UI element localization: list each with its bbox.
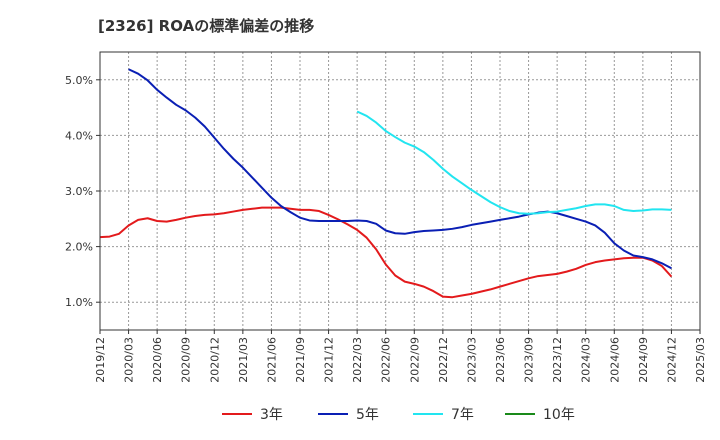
x-tick-label: 2022/09 [408,337,421,383]
legend-label-3: 10年 [543,407,575,423]
y-axis-ticks: 1.0% 2.0% 3.0% 4.0% 5.0% [65,74,100,309]
legend-label-2: 7年 [451,407,474,423]
x-tick-label: 2025/03 [694,337,707,383]
x-tick-label: 2021/06 [265,337,278,383]
legend: 3年 5年 7年 10年 [222,407,575,423]
x-axis-ticks: 2019/12 2020/03 2020/06 2020/09 2020/12 2021/… [94,330,707,383]
series-line-0 [99,206,673,299]
x-tick-label: 2022/03 [351,337,364,383]
x-tick-label: 2024/03 [580,337,593,383]
x-tick-label: 2020/06 [151,337,164,383]
y-tick-label: 5.0% [65,74,93,87]
x-tick-label: 2020/09 [180,337,193,383]
y-tick-label: 2.0% [65,241,93,254]
x-tick-label: 2020/03 [123,337,136,383]
x-tick-label: 2024/06 [608,337,621,383]
legend-label-1: 5年 [356,407,379,423]
x-tick-label: 2020/12 [208,337,221,383]
x-tick-label: 2022/12 [437,337,450,383]
legend-label-0: 3年 [260,407,283,423]
x-tick-label: 2022/06 [380,337,393,383]
x-tick-label: 2019/12 [94,337,107,383]
x-tick-label: 2023/12 [551,337,564,383]
y-tick-label: 1.0% [65,296,93,309]
x-tick-label: 2024/09 [637,337,650,383]
series-line-1 [128,68,672,270]
x-tick-label: 2024/12 [665,337,678,383]
x-tick-label: 2021/03 [237,337,250,383]
y-tick-label: 3.0% [65,185,93,198]
series-layer [99,68,673,299]
x-tick-label: 2023/03 [465,337,478,383]
x-tick-label: 2021/12 [323,337,336,383]
x-tick-label: 2023/09 [523,337,536,383]
x-tick-label: 2021/09 [294,337,307,383]
series-line-2 [356,110,672,215]
grid-layer [99,52,701,330]
x-tick-label: 2023/06 [494,337,507,383]
y-tick-label: 4.0% [65,129,93,142]
chart-title: [2326] ROAの標準偏差の推移 [98,17,314,35]
